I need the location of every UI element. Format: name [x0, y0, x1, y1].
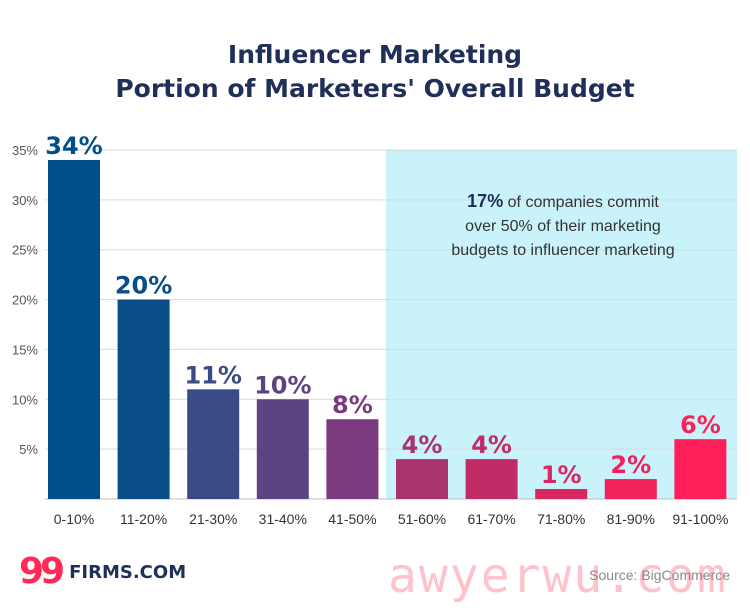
bar — [326, 419, 379, 499]
y-tick-label: 30% — [12, 193, 38, 208]
x-tick-label: 71-80% — [537, 511, 585, 527]
x-tick-label: 41-50% — [328, 511, 376, 527]
y-tick-label: 25% — [12, 243, 38, 258]
x-tick-label: 81-90% — [607, 511, 655, 527]
bar-value-label: 8% — [332, 391, 373, 419]
chart-title-line-1: Influencer Marketing — [227, 40, 523, 69]
watermark: awyerwu.com — [388, 548, 728, 604]
bar-value-label: 4% — [471, 431, 512, 459]
bar-value-label: 6% — [680, 411, 721, 439]
bar — [117, 299, 170, 499]
source-label: Source: BigCommerce — [589, 567, 730, 583]
x-tick-label: 0-10% — [54, 511, 94, 527]
bar — [535, 489, 588, 499]
x-tick-label: 91-100% — [672, 511, 728, 527]
bar-value-label: 34% — [45, 132, 102, 160]
y-tick-label: 15% — [12, 342, 38, 357]
bar — [48, 159, 100, 499]
bar-value-label: 11% — [184, 361, 241, 389]
logo-text: FIRMS.COM — [69, 561, 187, 583]
bar — [465, 459, 518, 499]
x-tick-label: 21-30% — [189, 511, 237, 527]
annotation-line-3: budgets to influencer marketing — [451, 242, 674, 259]
bar — [674, 439, 727, 499]
annotation-text: of companies commit — [503, 194, 659, 211]
bar-value-label: 1% — [541, 461, 582, 489]
y-tick-label: 20% — [12, 293, 38, 308]
annotation-line-2: over 50% of their marketing — [465, 218, 661, 235]
annotation-highlight-value: 17% — [467, 191, 503, 211]
y-tick-label: 5% — [19, 442, 38, 457]
bar — [396, 459, 448, 499]
bar — [187, 389, 240, 499]
x-tick-label: 51-60% — [398, 511, 446, 527]
bar — [604, 479, 657, 499]
bar-value-label: 10% — [254, 371, 311, 399]
bar-value-label: 4% — [402, 431, 443, 459]
x-tick-label: 61-70% — [467, 511, 515, 527]
y-tick-label: 10% — [12, 392, 38, 407]
bar-value-label: 20% — [115, 272, 172, 300]
annotation-line-1: 17% of companies commit — [467, 191, 659, 211]
bar — [256, 399, 309, 499]
x-tick-label: 11-20% — [120, 511, 167, 527]
logo: 99 FIRMS.COM — [19, 551, 187, 592]
y-tick-label: 35% — [12, 143, 38, 158]
bar-value-label: 2% — [610, 451, 651, 479]
chart-title-line-2: Portion of Marketers' Overall Budget — [115, 74, 635, 103]
x-tick-label: 31-40% — [259, 511, 307, 527]
logo-mark: 99 — [19, 551, 65, 592]
chart-title: Influencer Marketing Portion of Marketer… — [0, 38, 750, 106]
